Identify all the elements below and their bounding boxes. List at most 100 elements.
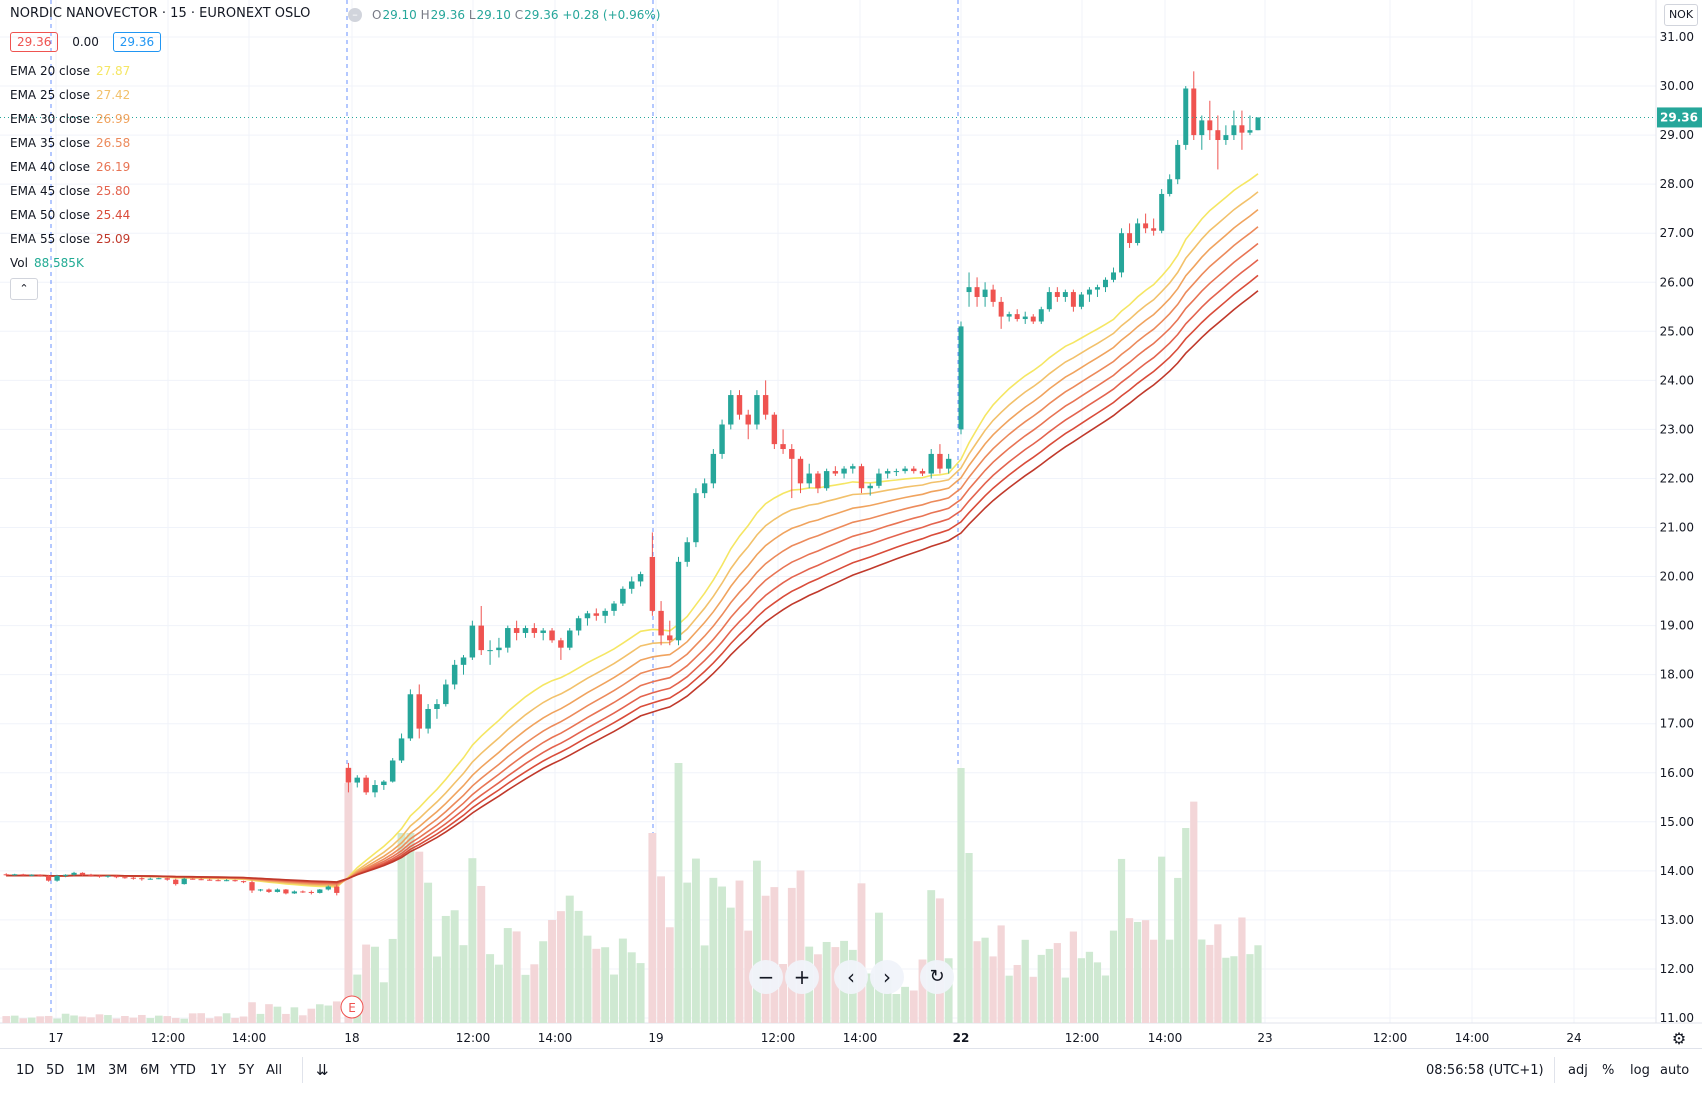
candle[interactable] bbox=[649, 532, 656, 616]
candle[interactable] bbox=[207, 878, 213, 881]
candle[interactable] bbox=[300, 890, 306, 893]
candle[interactable] bbox=[1231, 110, 1237, 141]
timeframe-button[interactable]: YTD bbox=[170, 1063, 196, 1078]
candle[interactable] bbox=[12, 873, 18, 876]
candle[interactable] bbox=[122, 876, 128, 879]
candle[interactable] bbox=[1167, 174, 1173, 197]
candle[interactable] bbox=[771, 412, 778, 450]
candle[interactable] bbox=[478, 605, 484, 656]
candle[interactable] bbox=[215, 879, 221, 882]
candle[interactable] bbox=[990, 284, 996, 307]
candle[interactable] bbox=[736, 390, 743, 420]
candle[interactable] bbox=[815, 471, 821, 494]
reset-chart-icon[interactable]: ↻ bbox=[920, 960, 954, 994]
candle[interactable] bbox=[96, 874, 103, 878]
candle[interactable] bbox=[54, 874, 60, 882]
candle[interactable] bbox=[181, 877, 187, 885]
candle[interactable] bbox=[3, 873, 9, 876]
eye-icon[interactable]: – bbox=[348, 8, 362, 22]
volume-legend-row[interactable]: Vol 88.585K bbox=[10, 256, 84, 270]
candle[interactable] bbox=[381, 780, 387, 790]
candle[interactable] bbox=[1175, 140, 1181, 185]
adj-toggle[interactable]: adj bbox=[1568, 1063, 1588, 1078]
candle[interactable] bbox=[710, 449, 717, 489]
scroll-right-button[interactable]: › bbox=[870, 960, 904, 994]
candle[interactable] bbox=[893, 468, 900, 476]
candle[interactable] bbox=[1054, 287, 1060, 302]
candle[interactable] bbox=[334, 884, 340, 896]
candle[interactable] bbox=[1247, 115, 1253, 136]
timeframe-button[interactable]: All bbox=[266, 1063, 283, 1078]
candle[interactable] bbox=[130, 876, 136, 880]
candle[interactable] bbox=[1086, 287, 1092, 302]
candle[interactable] bbox=[283, 888, 289, 895]
candle[interactable] bbox=[105, 875, 111, 878]
candle[interactable] bbox=[1127, 223, 1133, 248]
symbol-title[interactable]: NORDIC NANOVECTOR · 15 · EURONEXT OSLO bbox=[10, 6, 311, 21]
candle[interactable] bbox=[232, 879, 238, 882]
percent-toggle[interactable]: % bbox=[1602, 1063, 1615, 1078]
candle[interactable] bbox=[1183, 86, 1189, 150]
indicator-row[interactable]: EMA 25 close 27.42 bbox=[10, 88, 130, 102]
candle[interactable] bbox=[998, 296, 1004, 329]
bid-price-box[interactable]: 29.36 bbox=[10, 32, 59, 52]
candle[interactable] bbox=[789, 444, 795, 499]
indicator-row[interactable]: EMA 30 close 26.99 bbox=[10, 112, 130, 126]
candle[interactable] bbox=[937, 444, 943, 474]
candle[interactable] bbox=[487, 640, 493, 665]
indicator-row[interactable]: EMA 55 close 25.09 bbox=[10, 232, 130, 246]
candle[interactable] bbox=[1094, 284, 1100, 297]
timeframe-button[interactable]: 1Y bbox=[210, 1063, 227, 1078]
candle[interactable] bbox=[549, 628, 555, 643]
candle[interactable] bbox=[71, 871, 77, 876]
candle[interactable] bbox=[460, 655, 467, 675]
candle[interactable] bbox=[1207, 100, 1213, 141]
candle[interactable] bbox=[291, 890, 298, 894]
candle[interactable] bbox=[325, 885, 331, 891]
candle[interactable] bbox=[398, 733, 405, 763]
candle[interactable] bbox=[841, 466, 847, 479]
candle[interactable] bbox=[628, 576, 635, 594]
candle[interactable] bbox=[919, 468, 926, 476]
ask-price-box[interactable]: 29.36 bbox=[112, 32, 162, 52]
candle[interactable] bbox=[974, 277, 980, 307]
candle[interactable] bbox=[745, 409, 751, 440]
candle[interactable] bbox=[593, 608, 600, 621]
candle[interactable] bbox=[113, 875, 120, 879]
candle[interactable] bbox=[1102, 277, 1108, 293]
candle[interactable] bbox=[223, 879, 230, 882]
candle[interactable] bbox=[1070, 289, 1076, 312]
candle[interactable] bbox=[354, 775, 361, 788]
candle[interactable] bbox=[274, 888, 281, 893]
candle[interactable] bbox=[567, 628, 573, 651]
candle[interactable] bbox=[522, 625, 529, 638]
indicator-row[interactable]: EMA 35 close 26.58 bbox=[10, 136, 130, 150]
candle[interactable] bbox=[858, 463, 865, 494]
indicator-row[interactable]: EMA 45 close 25.80 bbox=[10, 184, 130, 198]
timeframe-button[interactable]: 5Y bbox=[238, 1063, 255, 1078]
candle[interactable] bbox=[806, 463, 812, 489]
candle[interactable] bbox=[88, 873, 94, 877]
indicator-row[interactable]: EMA 50 close 25.44 bbox=[10, 208, 130, 222]
zoom-out-button[interactable]: − bbox=[749, 960, 783, 994]
candle[interactable] bbox=[45, 874, 52, 882]
candle[interactable] bbox=[1151, 218, 1157, 236]
candle[interactable] bbox=[540, 628, 546, 641]
candle[interactable] bbox=[1199, 115, 1205, 150]
candle[interactable] bbox=[1038, 306, 1044, 324]
candle[interactable] bbox=[198, 878, 204, 881]
earnings-marker[interactable]: E bbox=[340, 995, 364, 1019]
candle-layer[interactable] bbox=[3, 71, 1261, 896]
candle[interactable] bbox=[1006, 311, 1012, 322]
candle[interactable] bbox=[1119, 228, 1125, 278]
candle[interactable] bbox=[416, 684, 422, 739]
candle[interactable] bbox=[363, 775, 369, 795]
indicator-row[interactable]: EMA 20 close 27.87 bbox=[10, 64, 130, 78]
candle[interactable] bbox=[266, 888, 272, 893]
candle[interactable] bbox=[1078, 292, 1084, 310]
candle[interactable] bbox=[701, 478, 708, 499]
candle[interactable] bbox=[29, 874, 35, 877]
timeframe-button[interactable]: 6M bbox=[140, 1063, 160, 1078]
